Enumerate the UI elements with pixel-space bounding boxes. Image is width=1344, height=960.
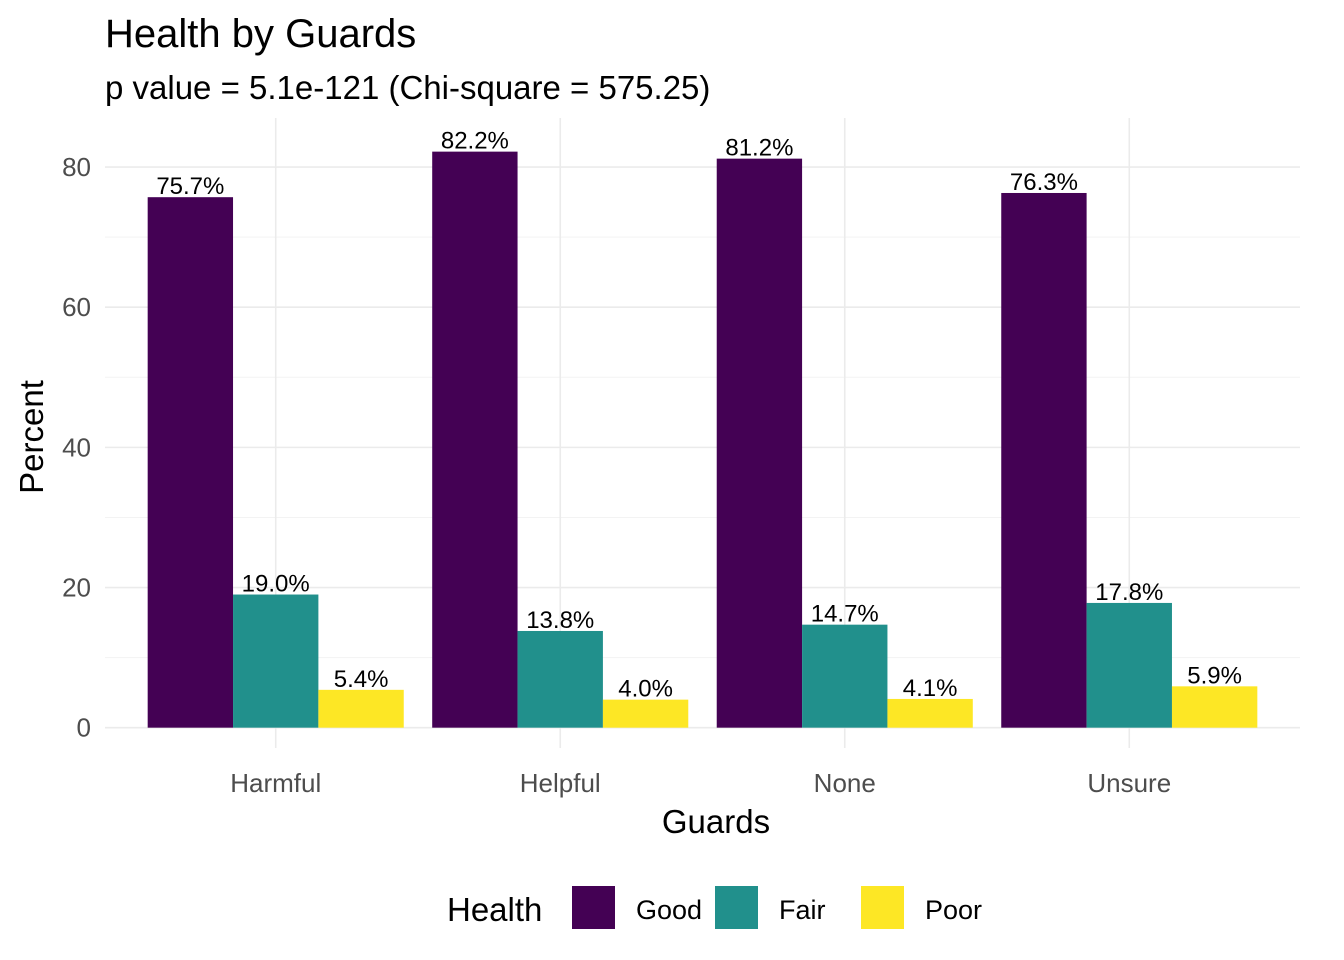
y-tick-label: 80 xyxy=(62,152,91,182)
data-label: 4.0% xyxy=(618,676,673,703)
data-label: 5.9% xyxy=(1187,662,1242,689)
bar-fair-unsure xyxy=(1086,602,1172,728)
chart-subtitle: p value = 5.1e-121 (Chi-square = 575.25) xyxy=(105,69,710,106)
y-tick-label: 60 xyxy=(62,292,91,322)
data-label: 19.0% xyxy=(242,571,310,598)
data-label: 17.8% xyxy=(1095,579,1163,606)
data-label: 14.7% xyxy=(811,601,879,628)
x-tick-label: None xyxy=(814,768,876,798)
bar-poor-none xyxy=(887,698,973,728)
legend-label-good: Good xyxy=(636,895,702,925)
x-tick-label: Helpful xyxy=(520,768,601,798)
bar-poor-harmful xyxy=(318,689,404,728)
bar-fair-none xyxy=(802,624,888,728)
bar-good-helpful xyxy=(432,151,518,728)
y-tick-label: 0 xyxy=(77,713,91,743)
legend-label-poor: Poor xyxy=(925,895,982,925)
bars xyxy=(147,151,1258,728)
data-label: 5.4% xyxy=(334,666,389,693)
bar-good-harmful xyxy=(147,197,234,728)
x-tick-label: Unsure xyxy=(1087,768,1171,798)
bar-poor-helpful xyxy=(602,699,689,728)
bar-poor-unsure xyxy=(1171,686,1258,728)
legend-title: Health xyxy=(447,891,542,928)
legend: Health Good Fair Poor xyxy=(447,886,982,929)
data-label: 75.7% xyxy=(156,173,224,200)
x-tick-label: Harmful xyxy=(230,768,321,798)
bar-fair-harmful xyxy=(233,594,319,728)
data-labels: 75.7% 82.2% 81.2% 76.3% 19.0% 13.8% 14.7% 17.8%… xyxy=(156,128,1242,703)
legend-key-fair xyxy=(715,886,758,929)
x-axis-title: Guards xyxy=(662,803,770,840)
data-label: 82.2% xyxy=(441,128,509,155)
bar-good-none xyxy=(716,158,803,728)
y-tick-label: 40 xyxy=(62,432,91,462)
bar-good-unsure xyxy=(1001,192,1087,728)
data-label: 76.3% xyxy=(1010,169,1078,196)
bar-fair-helpful xyxy=(517,630,603,728)
chart-title: Health by Guards xyxy=(105,12,416,56)
data-label: 4.1% xyxy=(903,675,958,702)
y-tick-label: 20 xyxy=(62,573,91,603)
x-axis-ticks: Harmful Helpful None Unsure xyxy=(230,768,1171,798)
legend-key-poor xyxy=(861,886,904,929)
data-label: 81.2% xyxy=(725,135,793,162)
legend-label-fair: Fair xyxy=(779,895,826,925)
legend-key-good xyxy=(572,886,615,929)
data-label: 13.8% xyxy=(526,607,594,634)
y-axis-title: Percent xyxy=(13,380,50,494)
y-axis-ticks: 0 20 40 60 80 xyxy=(62,152,91,743)
